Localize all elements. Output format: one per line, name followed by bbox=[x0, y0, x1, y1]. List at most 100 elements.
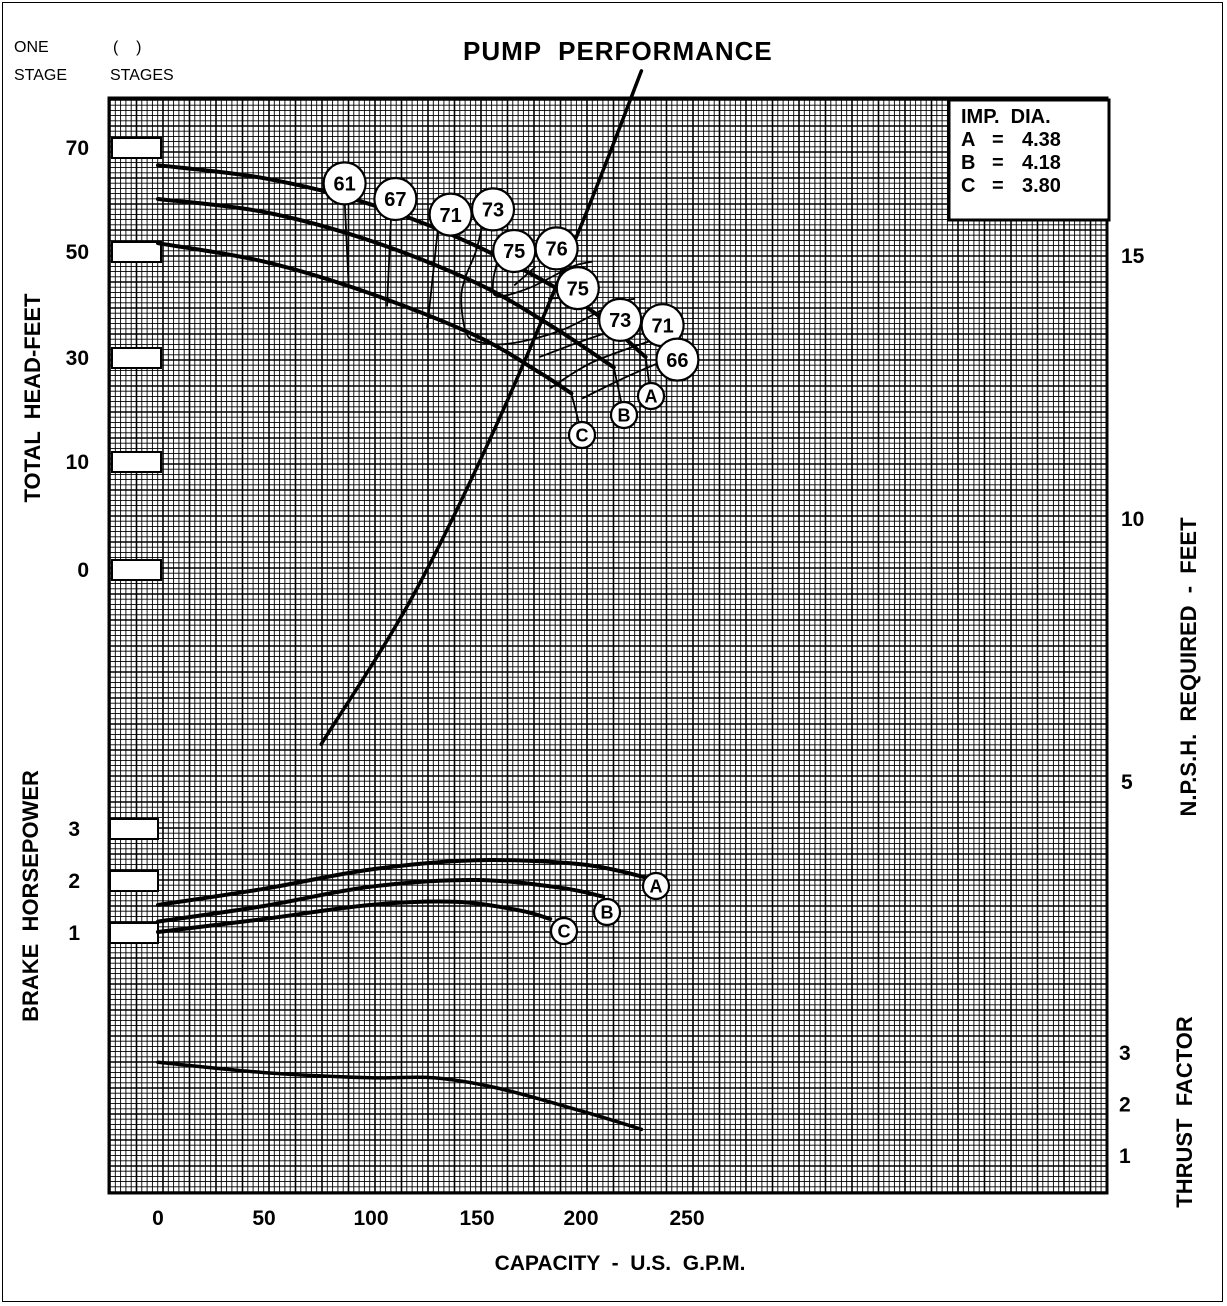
thrust-tick-label: 1 bbox=[1119, 1145, 1131, 1168]
legend-frame bbox=[947, 98, 1111, 222]
plot-border bbox=[107, 96, 1109, 1195]
bhp-curve bbox=[156, 877, 606, 924]
y-tick-boxes bbox=[109, 137, 162, 944]
bhp-tick-label: 2 bbox=[68, 870, 80, 893]
thrust-axis-label: THRUST FACTOR bbox=[1172, 1016, 1197, 1208]
head-series-marker: C bbox=[576, 426, 589, 446]
efficiency-label: 67 bbox=[384, 189, 406, 211]
head-series-marker-circle bbox=[567, 420, 597, 450]
stages-blank: ( ) bbox=[113, 39, 142, 56]
bhp-series-marker: B bbox=[601, 903, 614, 923]
thrust-curve bbox=[156, 1060, 644, 1132]
npsh-curve bbox=[319, 69, 644, 746]
efficiency-label: 71 bbox=[651, 315, 673, 337]
head-axis-label: TOTAL HEAD-FEET bbox=[20, 293, 45, 503]
efficiency-label-circle bbox=[534, 226, 579, 271]
head-series-marker: A bbox=[645, 387, 658, 407]
x-tick-label: 150 bbox=[459, 1207, 494, 1230]
legend-title: IMP. DIA. bbox=[961, 106, 1051, 128]
bhp-series-marker-circle bbox=[641, 871, 671, 901]
bhp-tick-label: 1 bbox=[68, 922, 80, 945]
bhp-curve bbox=[156, 899, 553, 934]
efficiency-label: 73 bbox=[609, 310, 631, 332]
x-tick-label: 50 bbox=[252, 1207, 275, 1230]
head-series-marker-circle bbox=[636, 381, 666, 411]
legend-rows: A = 4.38 B = 4.18 C = 3.80 bbox=[961, 129, 1061, 197]
bhp-series-marker-circle bbox=[592, 897, 622, 927]
efficiency-label: 71 bbox=[439, 205, 461, 227]
bhp-series-marker: A bbox=[650, 877, 663, 897]
x-tick-label: 0 bbox=[152, 1207, 164, 1230]
efficiency-label-circle bbox=[470, 187, 516, 232]
tick-labels: 0 10 30 50 70 1 2 3 5 10 15 20 1 2 3 bbox=[66, 0, 1145, 1168]
head-curve bbox=[156, 241, 574, 396]
head-tick-label: 10 bbox=[66, 451, 89, 474]
legend-value: 4.38 bbox=[1022, 129, 1061, 151]
x-tick-label: 200 bbox=[563, 1207, 598, 1230]
head-tick-label: 30 bbox=[66, 347, 89, 370]
bhp-tick-box bbox=[109, 922, 159, 944]
efficiency-label: 75 bbox=[503, 241, 525, 263]
efficiency-line bbox=[491, 260, 593, 298]
bhp-tick-box bbox=[109, 818, 159, 840]
legend-eq: = bbox=[992, 129, 1004, 151]
efficiency-line bbox=[513, 266, 536, 287]
bhp-curve bbox=[156, 858, 648, 907]
efficiency-label-circle bbox=[322, 161, 367, 206]
x-axis-label: CAPACITY - U.S. G.P.M. bbox=[495, 1252, 746, 1275]
efficiency-label: 61 bbox=[333, 174, 355, 196]
legend-eq: = bbox=[992, 152, 1004, 174]
thrust-tick-label: 2 bbox=[1119, 1094, 1131, 1117]
head-tick-box bbox=[111, 347, 162, 369]
x-tick-label: 100 bbox=[353, 1207, 388, 1230]
efficiency-line bbox=[386, 214, 393, 307]
efficiency-label-circle bbox=[655, 337, 700, 382]
head-tick-box bbox=[111, 559, 162, 581]
head-series-marker: B bbox=[618, 406, 631, 426]
stage-label: STAGE bbox=[14, 67, 68, 84]
efficiency-line bbox=[460, 224, 636, 346]
npsh-tick-label: 10 bbox=[1121, 508, 1144, 531]
chart-title: PUMP PERFORMANCE bbox=[463, 36, 773, 66]
npsh-tick-label: 20 bbox=[1121, 0, 1144, 5]
bhp-axis-label: BRAKE HORSEPOWER bbox=[18, 770, 43, 1022]
bhp-series-marker: C bbox=[558, 922, 571, 942]
head-tick-label: 50 bbox=[66, 241, 89, 264]
legend-box: IMP. DIA. A = 4.38 B = 4.18 C = 3.80 bbox=[947, 98, 1111, 222]
efficiency-label: 73 bbox=[482, 200, 504, 222]
efficiency-line bbox=[549, 340, 651, 389]
efficiency-label: 75 bbox=[567, 278, 589, 300]
efficiency-label: 66 bbox=[666, 350, 688, 372]
npsh-tick-label: 15 bbox=[1121, 245, 1145, 268]
head-curve bbox=[156, 197, 616, 370]
efficiency-label-circle bbox=[555, 266, 600, 311]
legend-value: 4.18 bbox=[1022, 152, 1061, 174]
stage-count: ONE bbox=[14, 39, 49, 56]
head-tick-box bbox=[111, 137, 162, 159]
grid bbox=[109, 98, 1107, 1193]
efficiency-line bbox=[343, 198, 350, 289]
head-series-marker-circle bbox=[609, 400, 639, 430]
npsh-axis-label: N.P.S.H. REQUIRED - FEET bbox=[1176, 517, 1201, 817]
stages-label: STAGES bbox=[110, 67, 174, 84]
bhp-series-marker-circle bbox=[549, 916, 579, 946]
legend-value: 3.80 bbox=[1022, 175, 1061, 197]
legend-key: C bbox=[961, 175, 975, 197]
efficiency-line bbox=[426, 230, 439, 328]
x-tick-label: 250 bbox=[669, 1207, 704, 1230]
npsh-tick-label: 5 bbox=[1121, 771, 1133, 794]
bhp-tick-box bbox=[109, 870, 159, 892]
legend-eq: = bbox=[992, 175, 1004, 197]
legend-key: A bbox=[961, 129, 975, 151]
head-tick-label: 70 bbox=[66, 137, 89, 160]
efficiency-label-circle bbox=[373, 176, 418, 222]
efficiency-label: 76 bbox=[545, 239, 567, 261]
bhp-tick-label: 3 bbox=[68, 818, 80, 841]
legend-key: B bbox=[961, 152, 975, 174]
head-tick-box bbox=[111, 241, 162, 263]
efficiency-line bbox=[581, 361, 661, 400]
thrust-tick-label: 3 bbox=[1119, 1042, 1131, 1065]
